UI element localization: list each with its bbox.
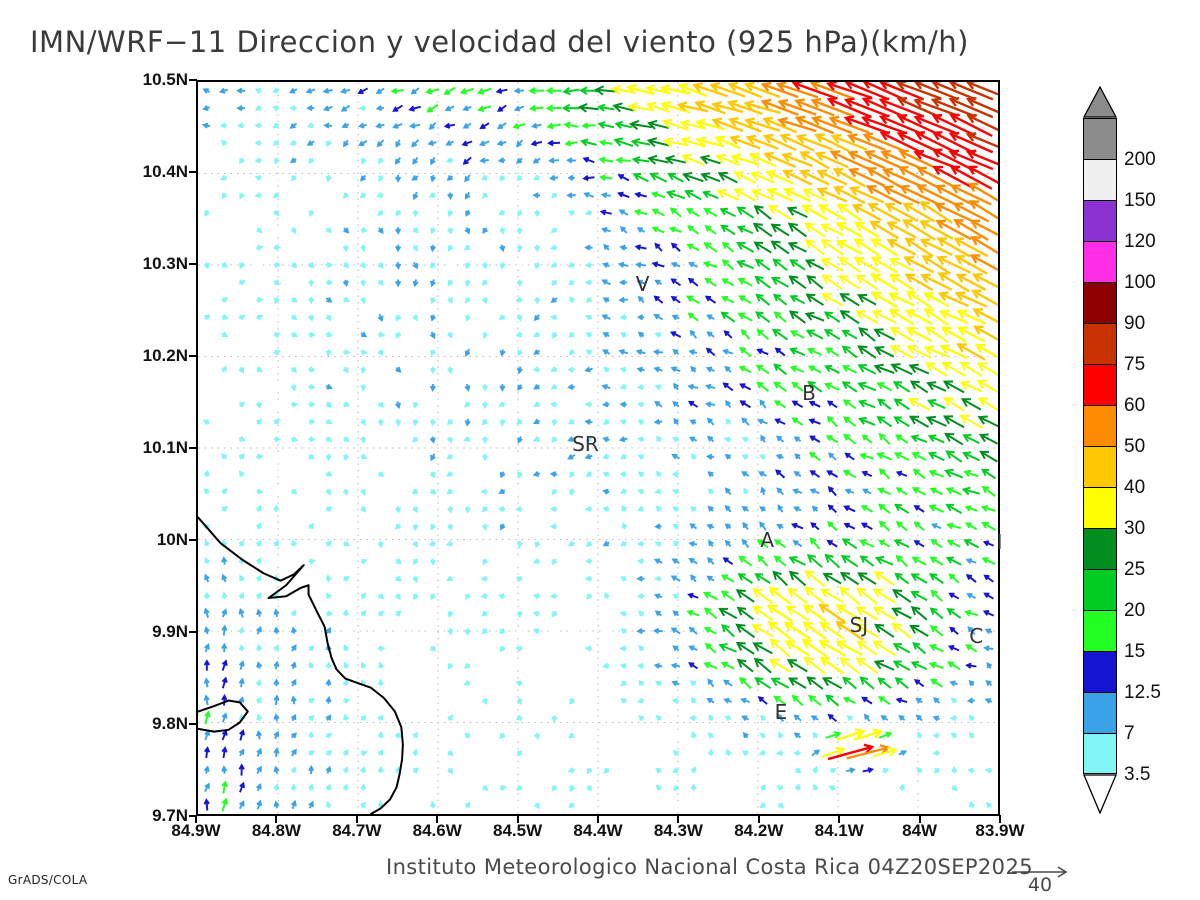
y-axis-tick-mark [189, 79, 197, 81]
map-plot-area[interactable]: V SR B A SJ C E I [196, 80, 1003, 816]
x-axis-tick-label: 84.7W [332, 821, 382, 840]
x-axis-tick-mark [677, 815, 680, 823]
colorbar-tick-label: 100 [1124, 272, 1156, 293]
x-axis-tick-mark [999, 815, 1001, 823]
x-axis-tick-label: 84.8W [251, 821, 301, 840]
colorbar-band[interactable]: 15 [1083, 610, 1145, 662]
colorbar[interactable]: 200 150 120 100 90 75 60 50 40 30 25 20 15 12.5 7 3.5 [1083, 118, 1161, 785]
colorbar-band[interactable]: 120 [1083, 200, 1156, 252]
page-title: IMN/WRF−11 Direccion y velocidad del vie… [30, 25, 969, 59]
x-axis-tick-mark [275, 815, 278, 823]
colorbar-tick-label: 200 [1124, 149, 1156, 170]
city-label-c: C [969, 623, 984, 648]
wind-vector-field [201, 82, 998, 812]
colorbar-tick-label: 25 [1124, 559, 1146, 580]
y-axis-tick-mark [189, 539, 197, 541]
x-axis-tick-mark [195, 815, 197, 823]
y-axis-tick-label: 10N [156, 530, 188, 549]
x-axis-tick-mark [918, 815, 921, 823]
city-label-e: E [774, 700, 788, 725]
footer-institute: Instituto Meteorologico Nacional Costa R… [386, 855, 1033, 879]
colorbar-band[interactable]: 25 [1083, 528, 1145, 580]
city-label-t: I [996, 530, 1003, 554]
y-axis-tick-mark [189, 263, 197, 265]
colorbar-band[interactable]: 200 [1083, 118, 1156, 170]
y-axis-tick-label: 10.3N [142, 254, 188, 273]
colorbar-tick-label: 120 [1124, 231, 1156, 252]
x-axis-tick-label: 84.2W [734, 821, 784, 840]
city-label-sj: SJ [849, 612, 869, 637]
colorbar-tick-label: 20 [1124, 600, 1146, 621]
colorbar-tick-label: 3.5 [1124, 764, 1151, 785]
colorbar-band[interactable]: 60 [1083, 364, 1145, 416]
x-axis-tick-label: 84.3W [653, 821, 703, 840]
y-axis-tick-mark [189, 631, 197, 633]
city-label-a: A [760, 528, 775, 553]
x-axis-tick-label: 84.4W [573, 821, 623, 840]
y-axis-tick-label: 10.4N [142, 162, 188, 181]
colorbar-tick-label: 60 [1124, 395, 1146, 416]
y-axis-tick-label: 9.8N [152, 714, 188, 733]
x-axis-tick-mark [436, 815, 439, 823]
x-axis-tick-label: 84.1W [814, 821, 864, 840]
y-axis-tick-label: 10.5N [142, 70, 188, 89]
x-axis-tick-label: 84.5W [493, 821, 543, 840]
reference-vector-arrow [1012, 866, 1068, 878]
city-label-b: B [802, 380, 816, 405]
y-axis-tick-label: 9.9N [152, 622, 188, 641]
y-axis-tick-label: 10.2N [142, 346, 188, 365]
colorbar-band[interactable]: 12.5 [1083, 651, 1161, 703]
colorbar-band[interactable]: 90 [1083, 282, 1145, 334]
colorbar-tick-label: 7 [1124, 723, 1135, 744]
city-label-sr: SR [572, 431, 599, 456]
colorbar-tick-label: 15 [1124, 641, 1146, 662]
colorbar-overflow-arrow [1083, 86, 1117, 118]
colorbar-band[interactable]: 50 [1083, 405, 1145, 457]
grads-credit: GrADS/COLA [8, 873, 88, 887]
colorbar-band[interactable]: 150 [1083, 159, 1156, 211]
x-axis-tick-mark [838, 815, 841, 823]
colorbar-band[interactable]: 100 [1083, 241, 1156, 293]
reference-vector-label: 40 [1027, 874, 1053, 896]
colorbar-band[interactable]: 40 [1083, 446, 1145, 498]
colorbar-underflow-arrow [1083, 774, 1117, 814]
x-axis-tick-mark [355, 815, 358, 823]
y-axis-tick-mark [189, 723, 197, 725]
city-label-v: V [635, 272, 650, 297]
y-axis-tick-label: 10.1N [142, 438, 188, 457]
colorbar-tick-label: 30 [1124, 518, 1146, 539]
colorbar-band[interactable]: 20 [1083, 569, 1145, 621]
colorbar-tick-label: 40 [1124, 477, 1146, 498]
colorbar-tick-label: 150 [1124, 190, 1156, 211]
x-axis-tick-mark [516, 815, 519, 823]
y-axis-tick-mark [189, 171, 197, 173]
x-axis-tick-label: 84.6W [412, 821, 462, 840]
y-axis-tick-mark [189, 815, 197, 817]
y-axis-tick-mark [189, 355, 197, 357]
colorbar-band[interactable]: 7 [1083, 692, 1135, 744]
colorbar-tick-label: 12.5 [1124, 682, 1161, 703]
colorbar-tick-label: 50 [1124, 436, 1146, 457]
colorbar-tick-label: 90 [1124, 313, 1146, 334]
x-axis-tick-label: 84W [902, 821, 938, 840]
colorbar-tick-label: 75 [1124, 354, 1146, 375]
x-axis-tick-label: 83.9W [975, 821, 1025, 840]
y-axis-tick-label: 9.7N [152, 806, 188, 825]
colorbar-band[interactable]: 75 [1083, 323, 1145, 375]
x-axis-tick-mark [597, 815, 599, 823]
colorbar-band[interactable]: 30 [1083, 487, 1145, 539]
colorbar-band[interactable]: 3.5 [1083, 733, 1150, 785]
y-axis-tick-mark [189, 447, 197, 449]
coastline [198, 516, 404, 814]
city-labels: V SR B A SJ C E I [198, 82, 1002, 814]
x-axis-tick-mark [757, 815, 760, 823]
x-axis-tick-label: 84.9W [171, 821, 221, 840]
